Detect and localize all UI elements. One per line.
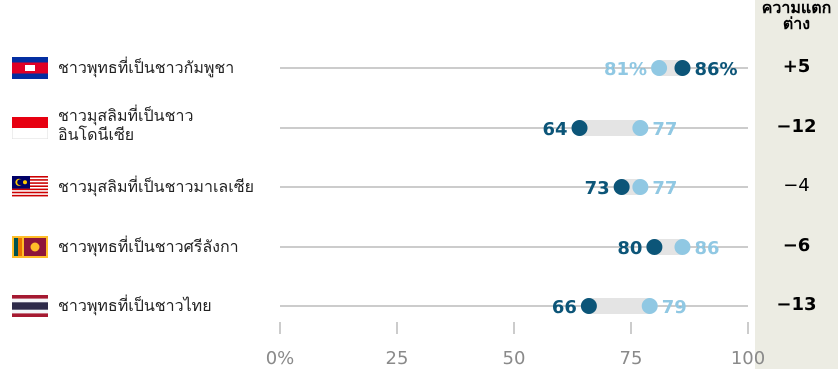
- x-tick-label: 50: [503, 348, 526, 369]
- difference-value: −4: [783, 175, 810, 196]
- sri-lanka-flag: [12, 236, 48, 258]
- dark-dot: [580, 298, 597, 314]
- difference-value: +5: [782, 56, 811, 77]
- light-dot: [632, 179, 649, 195]
- dark-value-label: 66: [552, 297, 577, 318]
- dark-dot: [571, 120, 588, 136]
- dark-value-label: 73: [585, 178, 610, 199]
- dark-value-label: 64: [542, 119, 567, 140]
- light-dot: [632, 120, 649, 136]
- light-value-label: 79: [662, 297, 687, 318]
- thailand-flag: [12, 295, 48, 317]
- row-label: ชาวพุทธที่เป็นชาวไทย: [58, 296, 212, 315]
- range-band: [579, 120, 641, 136]
- light-value-label: 86: [694, 238, 719, 259]
- x-tick-label: 25: [386, 348, 409, 369]
- cambodia-flag: [12, 57, 48, 79]
- range-band: [654, 239, 683, 255]
- x-tick-label: 0%: [266, 348, 295, 369]
- dark-dot: [613, 179, 630, 195]
- light-value-label: 81%: [604, 59, 647, 80]
- dark-dot: [674, 60, 691, 76]
- malaysia-flag: [12, 176, 48, 198]
- row-label: ชาวมุสลิมที่เป็นชาวอินโดนีเซีย: [58, 106, 194, 144]
- row-label: ชาวพุทธที่เป็นชาวศรีลังกา: [58, 237, 239, 256]
- indonesia-flag: [12, 117, 48, 139]
- light-dot: [651, 60, 668, 76]
- dark-value-label: 80: [617, 238, 642, 259]
- row-label: ชาวพุทธที่เป็นชาวกัมพูชา: [58, 58, 235, 77]
- row-label: ชาวมุสลิมที่เป็นชาวมาเลเซีย: [58, 177, 254, 196]
- difference-value: −12: [776, 116, 817, 137]
- difference-panel: [755, 0, 838, 369]
- difference-value: −13: [776, 294, 817, 315]
- x-tick-label: 100: [731, 348, 765, 369]
- light-dot: [674, 239, 691, 255]
- dark-dot: [646, 239, 663, 255]
- difference-value: −6: [782, 235, 811, 256]
- difference-header: ความแตก ต่าง: [761, 0, 832, 33]
- light-dot: [641, 298, 658, 314]
- x-tick-label: 75: [620, 348, 643, 369]
- range-band: [588, 298, 650, 314]
- dark-value-label: 86%: [694, 59, 737, 80]
- light-value-label: 77: [652, 178, 677, 199]
- light-value-label: 77: [652, 119, 677, 140]
